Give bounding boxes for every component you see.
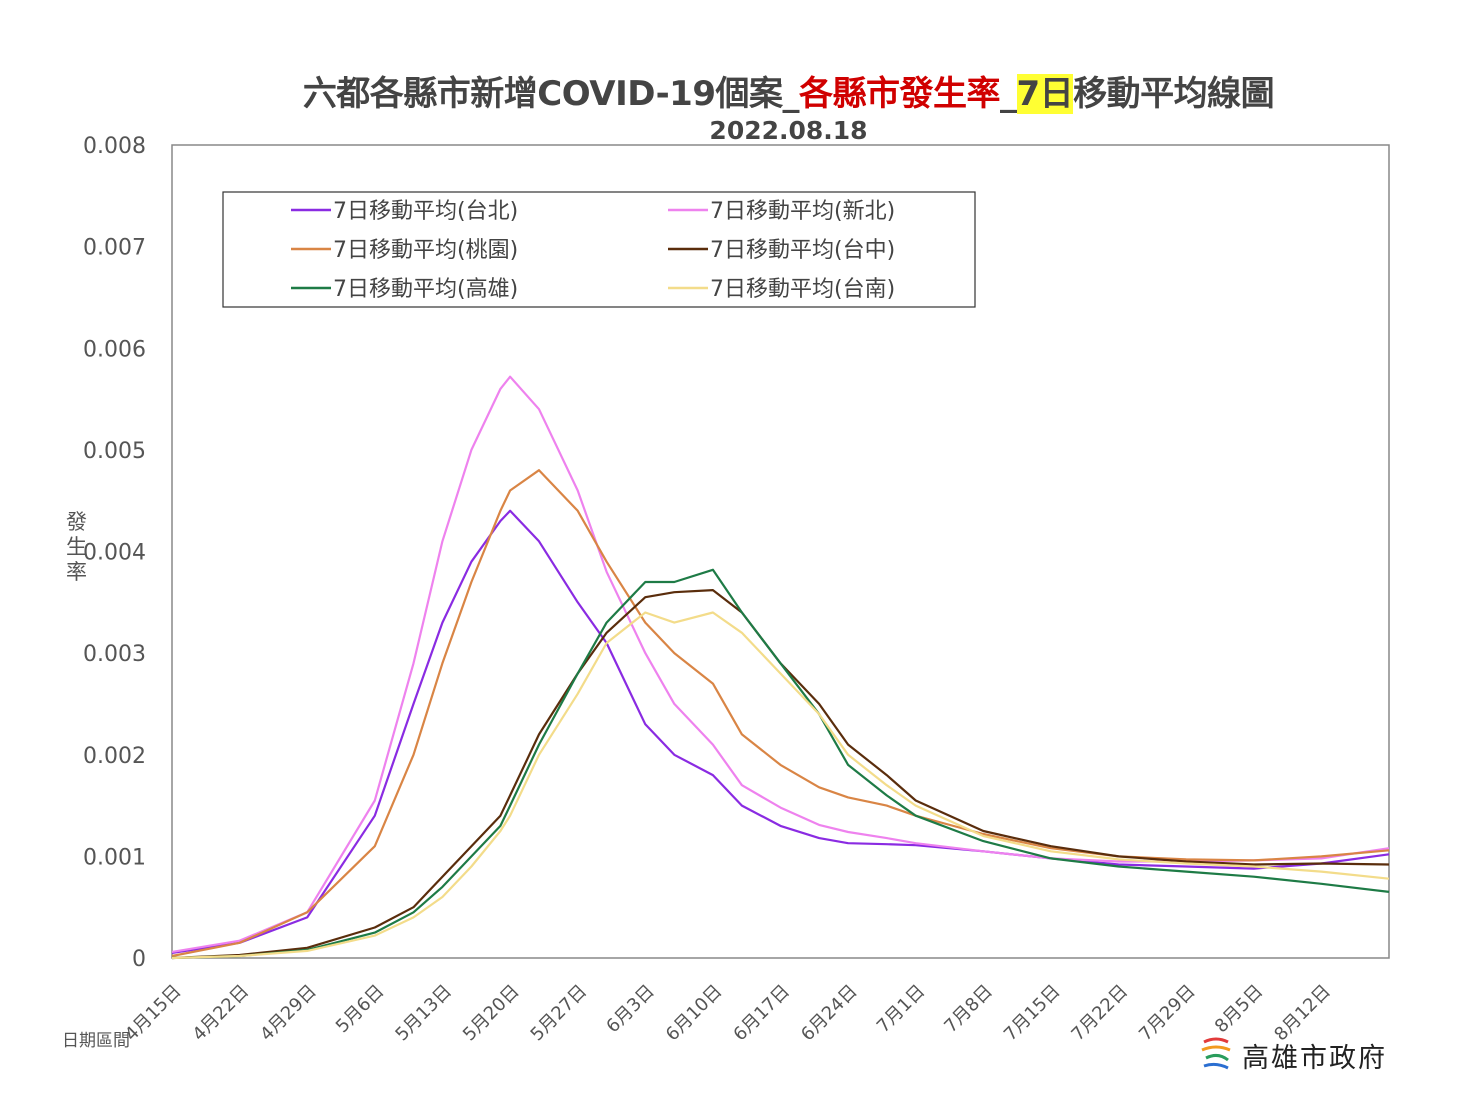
- series-line-taichung: [171, 588, 1390, 960]
- legend-box: [222, 191, 976, 308]
- x-tick-label: 5月27日: [527, 981, 592, 1046]
- x-tick-label: 6月3日: [602, 981, 659, 1038]
- x-tick-label: 5月6日: [332, 981, 389, 1038]
- title-part3: _: [1000, 74, 1017, 114]
- x-tick-label: 7月22日: [1067, 981, 1132, 1046]
- y-tick-label: 0.006: [83, 337, 146, 362]
- legend-label-kaohsiung: 7日移動平均(高雄): [333, 277, 518, 302]
- y-tick-label: 0: [132, 947, 146, 972]
- x-tick-label: 4月29日: [256, 981, 321, 1046]
- kaohsiung-logo-icon: [1201, 1037, 1231, 1070]
- title-part1: 六都各縣市新增COVID-19個案_: [302, 74, 800, 114]
- logo-text: 高雄市政府: [1242, 1043, 1387, 1074]
- y-tick-label: 0.003: [83, 642, 146, 667]
- legend-label-taoyuan: 7日移動平均(桃園): [333, 238, 518, 263]
- legend-label-taichung: 7日移動平均(台中): [710, 238, 895, 263]
- y-tick-label: 0.004: [83, 541, 146, 566]
- x-axis-ticks: 4月15日 4月22日 4月29日 5月6日 5月13日 5月20日 5月27日 6月3日 6月…: [121, 981, 1335, 1046]
- chart-subtitle: 2022.08.18: [709, 116, 868, 145]
- legend-label-newtaipei: 7日移動平均(新北): [710, 199, 895, 224]
- x-tick-label: 5月13日: [391, 981, 456, 1046]
- chart-title-text: 六都各縣市新增COVID-19個案_各縣市發生率_7日移動平均線圖: [302, 66, 1275, 115]
- series-line-kaohsiung: [171, 568, 1390, 960]
- series-group: [171, 375, 1390, 960]
- x-axis-label: 日期區間: [62, 1031, 130, 1051]
- y-tick-label: 0.005: [83, 439, 146, 464]
- x-tick-label: 5月20日: [459, 981, 524, 1046]
- legend-label-tainan: 7日移動平均(台南): [710, 277, 895, 302]
- x-tick-label: 4月15日: [121, 981, 186, 1046]
- y-tick-label: 0.008: [83, 134, 146, 159]
- series-line-newtaipei: [171, 375, 1390, 953]
- x-tick-label: 4月22日: [189, 981, 254, 1046]
- title-part4: 7日: [1016, 74, 1074, 114]
- y-tick-label: 0.007: [83, 236, 146, 261]
- x-tick-label: 7月29日: [1135, 981, 1200, 1046]
- title-part2: 各縣市發生率: [799, 74, 1001, 114]
- y-axis-ticks: 0 0.001 0.002 0.003 0.004 0.005 0.006 0.007 0.00…: [83, 134, 146, 972]
- x-tick-label: 6月10日: [662, 981, 727, 1046]
- y-axis-label: 發生率: [66, 510, 87, 584]
- y-tick-label: 0.002: [83, 744, 146, 769]
- series-line-tainan: [171, 611, 1390, 960]
- x-tick-label: 8月5日: [1211, 981, 1268, 1038]
- y-tick-label: 0.001: [83, 845, 146, 870]
- x-tick-label: 7月1日: [873, 981, 930, 1038]
- legend: 7日移動平均(台北) 7日移動平均(新北) 7日移動平均(桃園) 7日移動平均(台中)…: [222, 191, 976, 308]
- x-tick-label: 6月17日: [729, 981, 794, 1046]
- x-tick-label: 7月15日: [1000, 981, 1065, 1046]
- chart-title: 六都各縣市新增COVID-19個案_各縣市發生率_7日移動平均線圖: [0, 66, 1477, 115]
- title-part5: 移動平均線圖: [1073, 74, 1275, 114]
- x-tick-label: 7月8日: [940, 981, 997, 1038]
- x-tick-label: 6月24日: [797, 981, 862, 1046]
- legend-label-taipei: 7日移動平均(台北): [333, 199, 518, 224]
